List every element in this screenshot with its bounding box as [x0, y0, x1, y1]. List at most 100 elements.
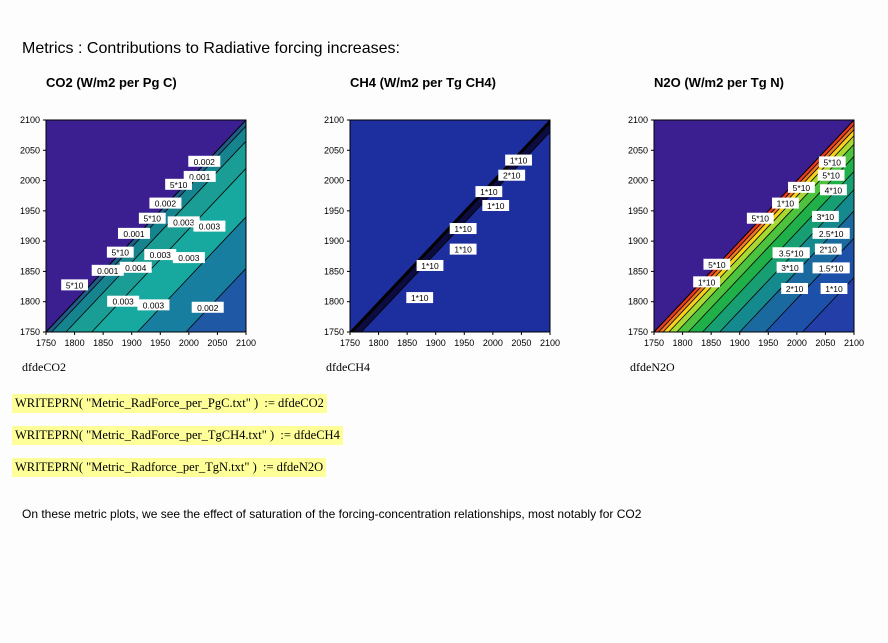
contour-label-box [812, 262, 850, 274]
contour-label: 0.001 [118, 227, 150, 239]
plot-frame [45, 119, 247, 333]
contour-label-text: 5*10 [752, 214, 770, 224]
contour-label-box [107, 295, 140, 307]
x-tick-label: 1900 [426, 338, 446, 348]
contour-label-text: 1*10 [825, 284, 843, 294]
y-tick-label: 1800 [628, 297, 648, 307]
y-tick-label: 1900 [20, 236, 40, 246]
y-tick-label: 2100 [20, 115, 40, 125]
plot-title-co2: CO2 (W/m2 per Pg C) [46, 75, 177, 90]
contour-label: 5*10 [61, 279, 88, 291]
x-tick-label: 1950 [454, 338, 474, 348]
contour-label: 0.002 [188, 155, 221, 167]
y-tick-label: 2000 [20, 176, 40, 186]
contour-label: 5*10 [703, 258, 731, 270]
contour-label-box [137, 299, 170, 311]
contour-label-text: 0.001 [97, 266, 119, 276]
y-tick-label: 2100 [628, 115, 648, 125]
contour-label: 1*10 [505, 154, 532, 166]
contour-label-box [91, 264, 124, 276]
contour-label: 5*10 [746, 212, 774, 224]
contour-label-text: 3*10 [781, 263, 799, 273]
contour-label: 5*10 [817, 169, 845, 181]
contour-label-box [788, 181, 815, 193]
contour-label-box [812, 227, 850, 239]
contour-label-box [781, 282, 808, 294]
contour-label-box [406, 292, 434, 304]
contour-label-box [149, 197, 182, 209]
plot-frame [653, 119, 855, 333]
contour-label-box [119, 261, 152, 273]
y-tick-label: 2000 [324, 176, 344, 186]
x-tick-label: 1900 [730, 338, 750, 348]
y-tick-label: 2050 [20, 145, 40, 155]
x-tick-label: 1950 [150, 338, 170, 348]
contour-label-box [482, 200, 510, 212]
contour-label-text: 0.002 [194, 157, 216, 167]
contour-label: 1*10 [482, 200, 510, 212]
contour-label-box [449, 223, 477, 235]
contour-label-text: 0.003 [178, 253, 200, 263]
x-tick-label: 2050 [207, 338, 227, 348]
contour-label-text: 1*10 [421, 261, 439, 271]
contour-label: 0.003 [172, 252, 205, 264]
contour-label-text: 0.003 [150, 250, 172, 260]
contour-label-text: 5*10 [824, 157, 842, 167]
contour-label-box [772, 247, 810, 259]
explanatory-note: On these metric plots, we see the effect… [22, 507, 642, 521]
contour-label-box [193, 220, 226, 232]
contour-label: 5*10 [818, 156, 846, 168]
diagonal-line [45, 119, 247, 333]
contour-label-text: 2*10 [503, 171, 521, 181]
contour-label: 5*10 [138, 212, 166, 224]
contour-label-box [118, 227, 150, 239]
variable-label-n2o: dfdeN2O [630, 360, 675, 374]
contour-label-box [776, 261, 804, 273]
contour-line [65, 140, 247, 333]
contour-label: 5*10 [106, 246, 134, 258]
contour-label-box [814, 243, 842, 255]
plot-frame [349, 119, 551, 333]
contour-label: 1*10 [416, 259, 444, 271]
writeprn-command-co2[interactable]: WRITEPRN( "Metric_RadForce_per_PgC.txt" … [12, 394, 327, 413]
x-tick-label: 2000 [179, 338, 199, 348]
writeprn-command-ch4[interactable]: WRITEPRN( "Metric_RadForce_per_TgCH4.txt… [12, 426, 343, 445]
y-tick-label: 1800 [20, 297, 40, 307]
contour-label: 2.5*10 [812, 227, 850, 239]
x-tick-label: 2000 [787, 338, 807, 348]
contour-label-text: 0.001 [189, 172, 211, 182]
contour-label: 2*10 [781, 282, 808, 294]
contour-label-text: 0.002 [197, 303, 219, 313]
contour-label-box [183, 170, 216, 182]
contour-label: 0.003 [107, 295, 140, 307]
contour-label-text: 5*10 [708, 260, 726, 270]
contour-label-text: 1.5*10 [819, 263, 844, 273]
contour-label-box [172, 252, 205, 264]
contour-line [137, 216, 247, 333]
contour-label: 3*10 [776, 261, 804, 273]
x-tick-label: 2000 [483, 338, 503, 348]
contour-line [668, 135, 855, 333]
contour-label: 0.003 [193, 220, 226, 232]
contour-label-text: 0.001 [123, 229, 145, 239]
contour-label: 0.001 [183, 170, 216, 182]
contour-label: 1*10 [449, 243, 477, 255]
y-tick-label: 1900 [324, 236, 344, 246]
contour-label-text: 0.003 [173, 217, 195, 227]
contour-label-text: 1*10 [777, 199, 795, 209]
contour-label: 1*10 [406, 292, 434, 304]
y-tick-label: 1750 [324, 327, 344, 337]
contour-label-text: 1*10 [510, 156, 528, 166]
contour-label-text: 0.002 [155, 199, 177, 209]
contour-label: 1*10 [449, 223, 477, 235]
x-tick-label: 1900 [122, 338, 142, 348]
contour-label-box [772, 197, 799, 209]
y-tick-label: 1850 [20, 266, 40, 276]
x-tick-label: 1950 [758, 338, 778, 348]
contour-label-text: 2.5*10 [819, 229, 844, 239]
contour-label-text: 0.003 [143, 300, 165, 310]
contour-label-box [818, 156, 846, 168]
writeprn-command-n2o[interactable]: WRITEPRN( "Metric_Radforce_per_TgN.txt" … [12, 458, 327, 477]
contour-label-box [449, 243, 477, 255]
contour-label-text: 0.004 [125, 263, 147, 273]
